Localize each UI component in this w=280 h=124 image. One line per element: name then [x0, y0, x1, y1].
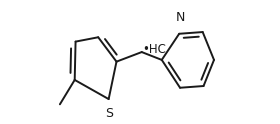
Text: S: S — [105, 107, 113, 120]
Text: •HC: •HC — [142, 43, 166, 56]
Text: N: N — [175, 11, 185, 24]
